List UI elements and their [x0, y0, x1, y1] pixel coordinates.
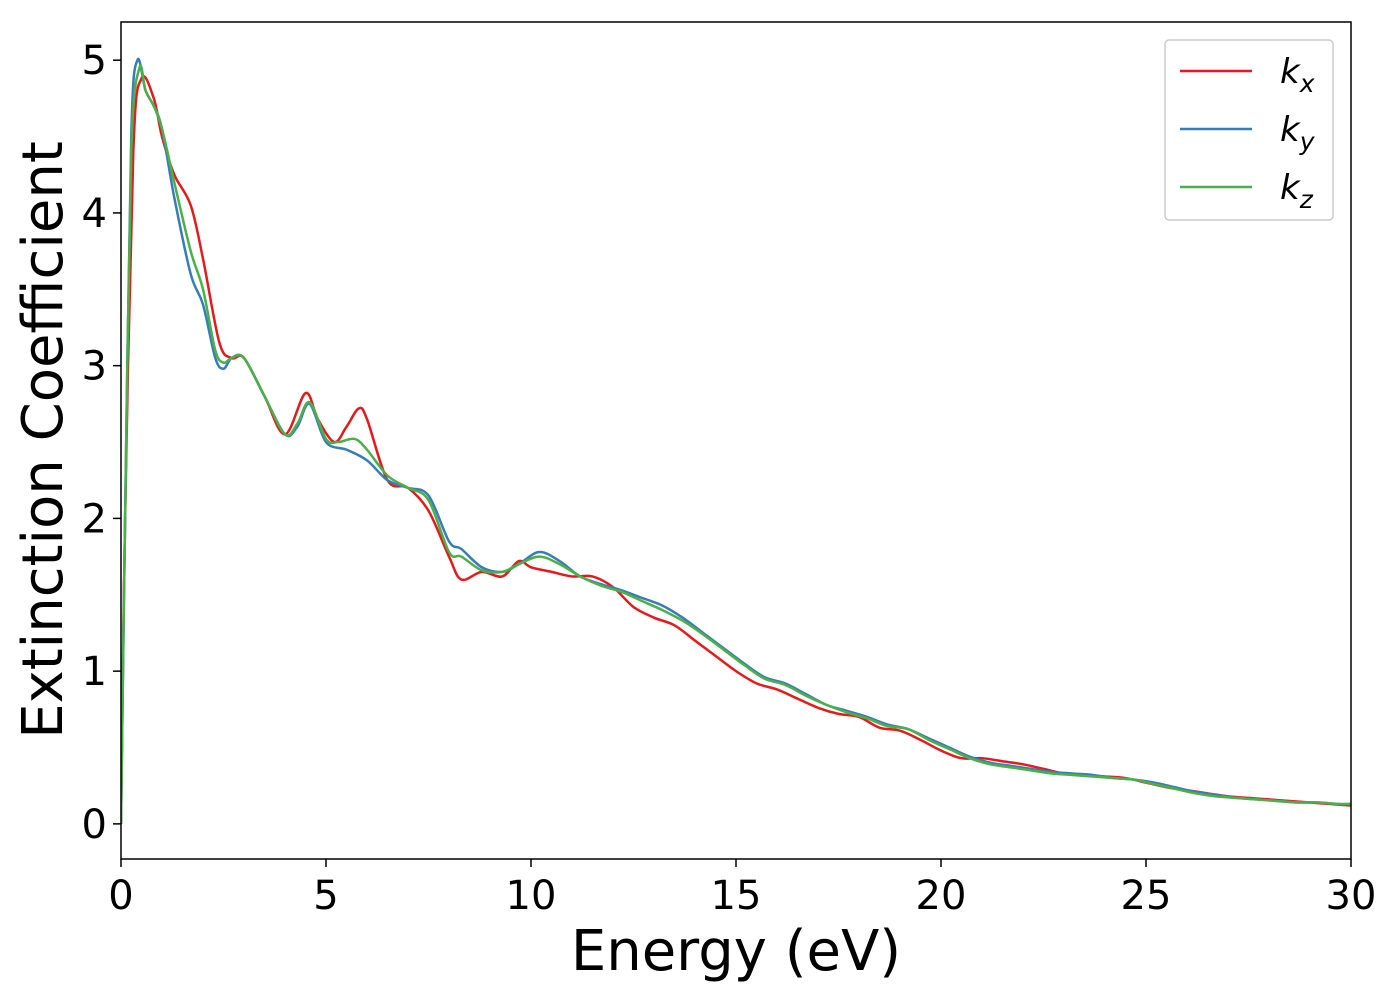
y-axis-title: Extinction Coefficient: [11, 141, 76, 739]
x-tick-label: 5: [313, 873, 338, 919]
x-axis-ticks: 0 5 10 15 20 25 30: [108, 859, 1376, 919]
x-tick-label: 15: [711, 873, 762, 919]
x-tick-label: 25: [1121, 873, 1172, 919]
x-tick-label: 30: [1326, 873, 1377, 919]
y-tick-label: 4: [82, 191, 107, 237]
legend-items: kx ky kz: [1180, 52, 1316, 214]
y-tick-label: 0: [82, 802, 107, 848]
y-tick-label: 5: [82, 38, 107, 84]
x-tick-label: 0: [108, 873, 133, 919]
y-tick-label: 3: [82, 344, 107, 390]
y-axis-ticks: 0 1 2 3 4 5: [82, 38, 121, 848]
legend: kx ky kz: [1164, 39, 1334, 221]
series-layer: [121, 57, 1351, 824]
legend-label-ky: ky: [1280, 110, 1316, 156]
y-tick-label: 2: [82, 496, 107, 542]
x-tick-label: 10: [506, 873, 557, 919]
legend-label-kx: kx: [1280, 52, 1315, 98]
legend-label-kz: kz: [1280, 168, 1314, 214]
x-tick-label: 20: [916, 873, 967, 919]
x-axis-title: Energy (eV): [571, 919, 901, 984]
y-tick-label: 1: [82, 649, 107, 695]
series-line-kz: [121, 64, 1351, 824]
